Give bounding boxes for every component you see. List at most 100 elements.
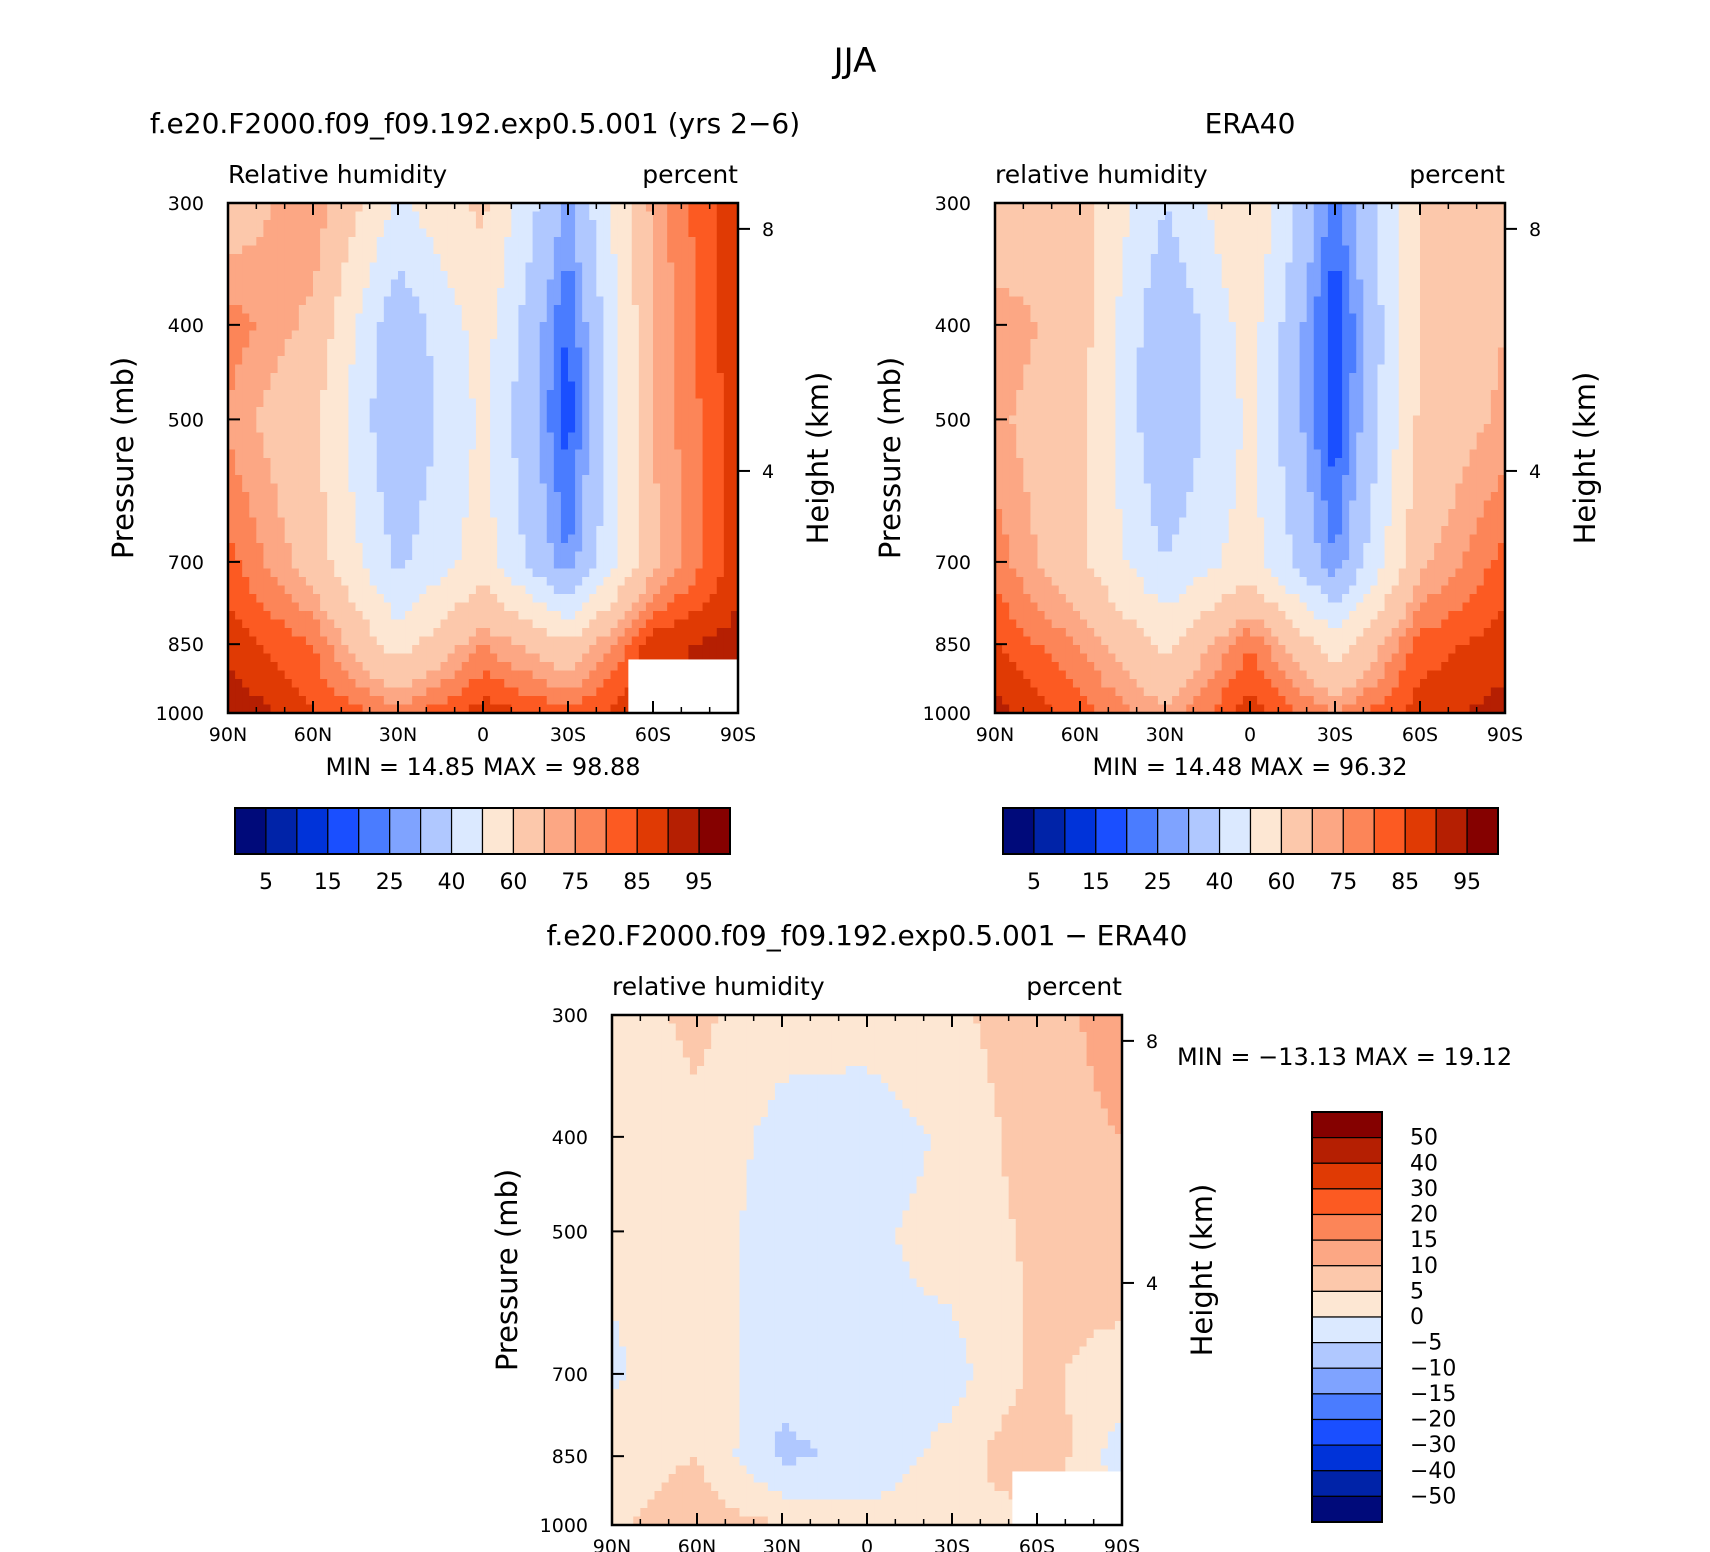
contour-cell xyxy=(242,577,250,587)
contour-cell xyxy=(305,432,314,442)
contour-cell xyxy=(1150,237,1159,247)
contour-cell xyxy=(348,271,357,281)
contour-cell xyxy=(497,509,505,519)
contour-cell xyxy=(270,466,279,476)
contour-cell xyxy=(610,271,619,281)
contour-cell xyxy=(305,288,314,298)
contour-cell xyxy=(475,500,484,510)
contour-cell xyxy=(341,313,350,323)
contour-cell xyxy=(412,305,420,315)
contour-cell xyxy=(426,313,435,323)
contour-cell xyxy=(405,475,413,485)
contour-cell xyxy=(702,602,711,612)
contour-cell xyxy=(553,441,562,451)
contour-cell xyxy=(433,356,442,366)
contour-cell xyxy=(560,381,569,391)
contour-cell xyxy=(525,271,534,281)
contour-cell xyxy=(730,517,739,527)
contour-cell xyxy=(320,628,328,638)
contour-cell xyxy=(277,356,286,366)
contour-cell xyxy=(235,296,243,306)
contour-cell xyxy=(383,560,392,570)
contour-cell xyxy=(624,288,633,298)
contour-cell xyxy=(447,551,456,561)
contour-cell xyxy=(1299,211,1308,221)
contour-cell xyxy=(235,313,243,323)
contour-cell xyxy=(603,254,612,264)
contour-cell xyxy=(440,594,449,604)
contour-cell xyxy=(645,602,654,612)
contour-cell xyxy=(539,602,548,612)
contour-cell xyxy=(582,237,590,247)
contour-cell xyxy=(532,594,541,604)
contour-cell xyxy=(553,594,562,604)
contour-cell xyxy=(348,653,357,663)
contour-cell xyxy=(596,228,605,238)
contour-cell xyxy=(674,449,682,459)
contour-cell xyxy=(1497,262,1506,272)
contour-cell xyxy=(539,509,548,519)
contour-cell xyxy=(546,347,555,357)
contour-cell xyxy=(589,543,597,553)
contour-cell xyxy=(1313,245,1322,255)
contour-cell xyxy=(242,645,250,655)
contour-cell xyxy=(1306,237,1315,247)
contour-cell xyxy=(638,577,647,587)
contour-cell xyxy=(461,254,470,264)
contour-cell xyxy=(369,313,378,323)
contour-cell xyxy=(242,509,250,519)
contour-cell xyxy=(645,330,654,340)
contour-cell xyxy=(483,271,491,281)
contour-cell xyxy=(1129,228,1138,238)
contour-cell xyxy=(1094,211,1102,221)
contour-cell xyxy=(716,373,725,383)
contour-cell xyxy=(277,653,286,663)
contour-cell xyxy=(1136,237,1145,247)
contour-cell xyxy=(369,500,378,510)
contour-cell xyxy=(1030,262,1039,272)
contour-cell xyxy=(454,475,463,485)
contour-cell xyxy=(1462,228,1471,238)
contour-cell xyxy=(419,568,427,578)
contour-cell xyxy=(1235,211,1244,221)
contour-cell xyxy=(284,407,293,417)
contour-cell xyxy=(653,509,661,519)
contour-cell xyxy=(235,398,243,408)
contour-cell xyxy=(468,602,477,612)
contour-cell xyxy=(362,466,371,476)
contour-cell xyxy=(334,296,342,306)
contour-cell xyxy=(1122,254,1131,264)
contour-cell xyxy=(334,619,342,629)
contour-cell xyxy=(653,441,661,451)
contour-cell xyxy=(412,560,420,570)
contour-cell xyxy=(532,296,541,306)
contour-cell xyxy=(709,534,718,544)
contour-cell xyxy=(723,466,732,476)
contour-cell xyxy=(645,534,654,544)
contour-cell xyxy=(560,313,569,323)
contour-cell xyxy=(398,611,406,621)
contour-cell xyxy=(497,543,505,553)
contour-cell xyxy=(553,262,562,272)
contour-cell xyxy=(1264,203,1272,213)
contour-cell xyxy=(603,500,612,510)
contour-cell xyxy=(284,560,293,570)
contour-cell xyxy=(638,441,647,451)
contour-cell xyxy=(497,364,505,374)
contour-cell xyxy=(603,704,612,714)
contour-cell xyxy=(263,373,272,383)
contour-cell xyxy=(242,288,250,298)
contour-cell xyxy=(624,322,633,332)
contour-cell xyxy=(475,543,484,553)
contour-cell xyxy=(518,662,527,672)
contour-cell xyxy=(468,228,477,238)
contour-cell xyxy=(263,441,272,451)
contour-cell xyxy=(709,381,718,391)
contour-cell xyxy=(440,653,449,663)
contour-cell xyxy=(405,611,413,621)
contour-cell xyxy=(277,245,286,255)
contour-cell xyxy=(497,339,505,349)
contour-cell xyxy=(263,407,272,417)
contour-cell xyxy=(723,492,732,502)
contour-cell xyxy=(553,568,562,578)
